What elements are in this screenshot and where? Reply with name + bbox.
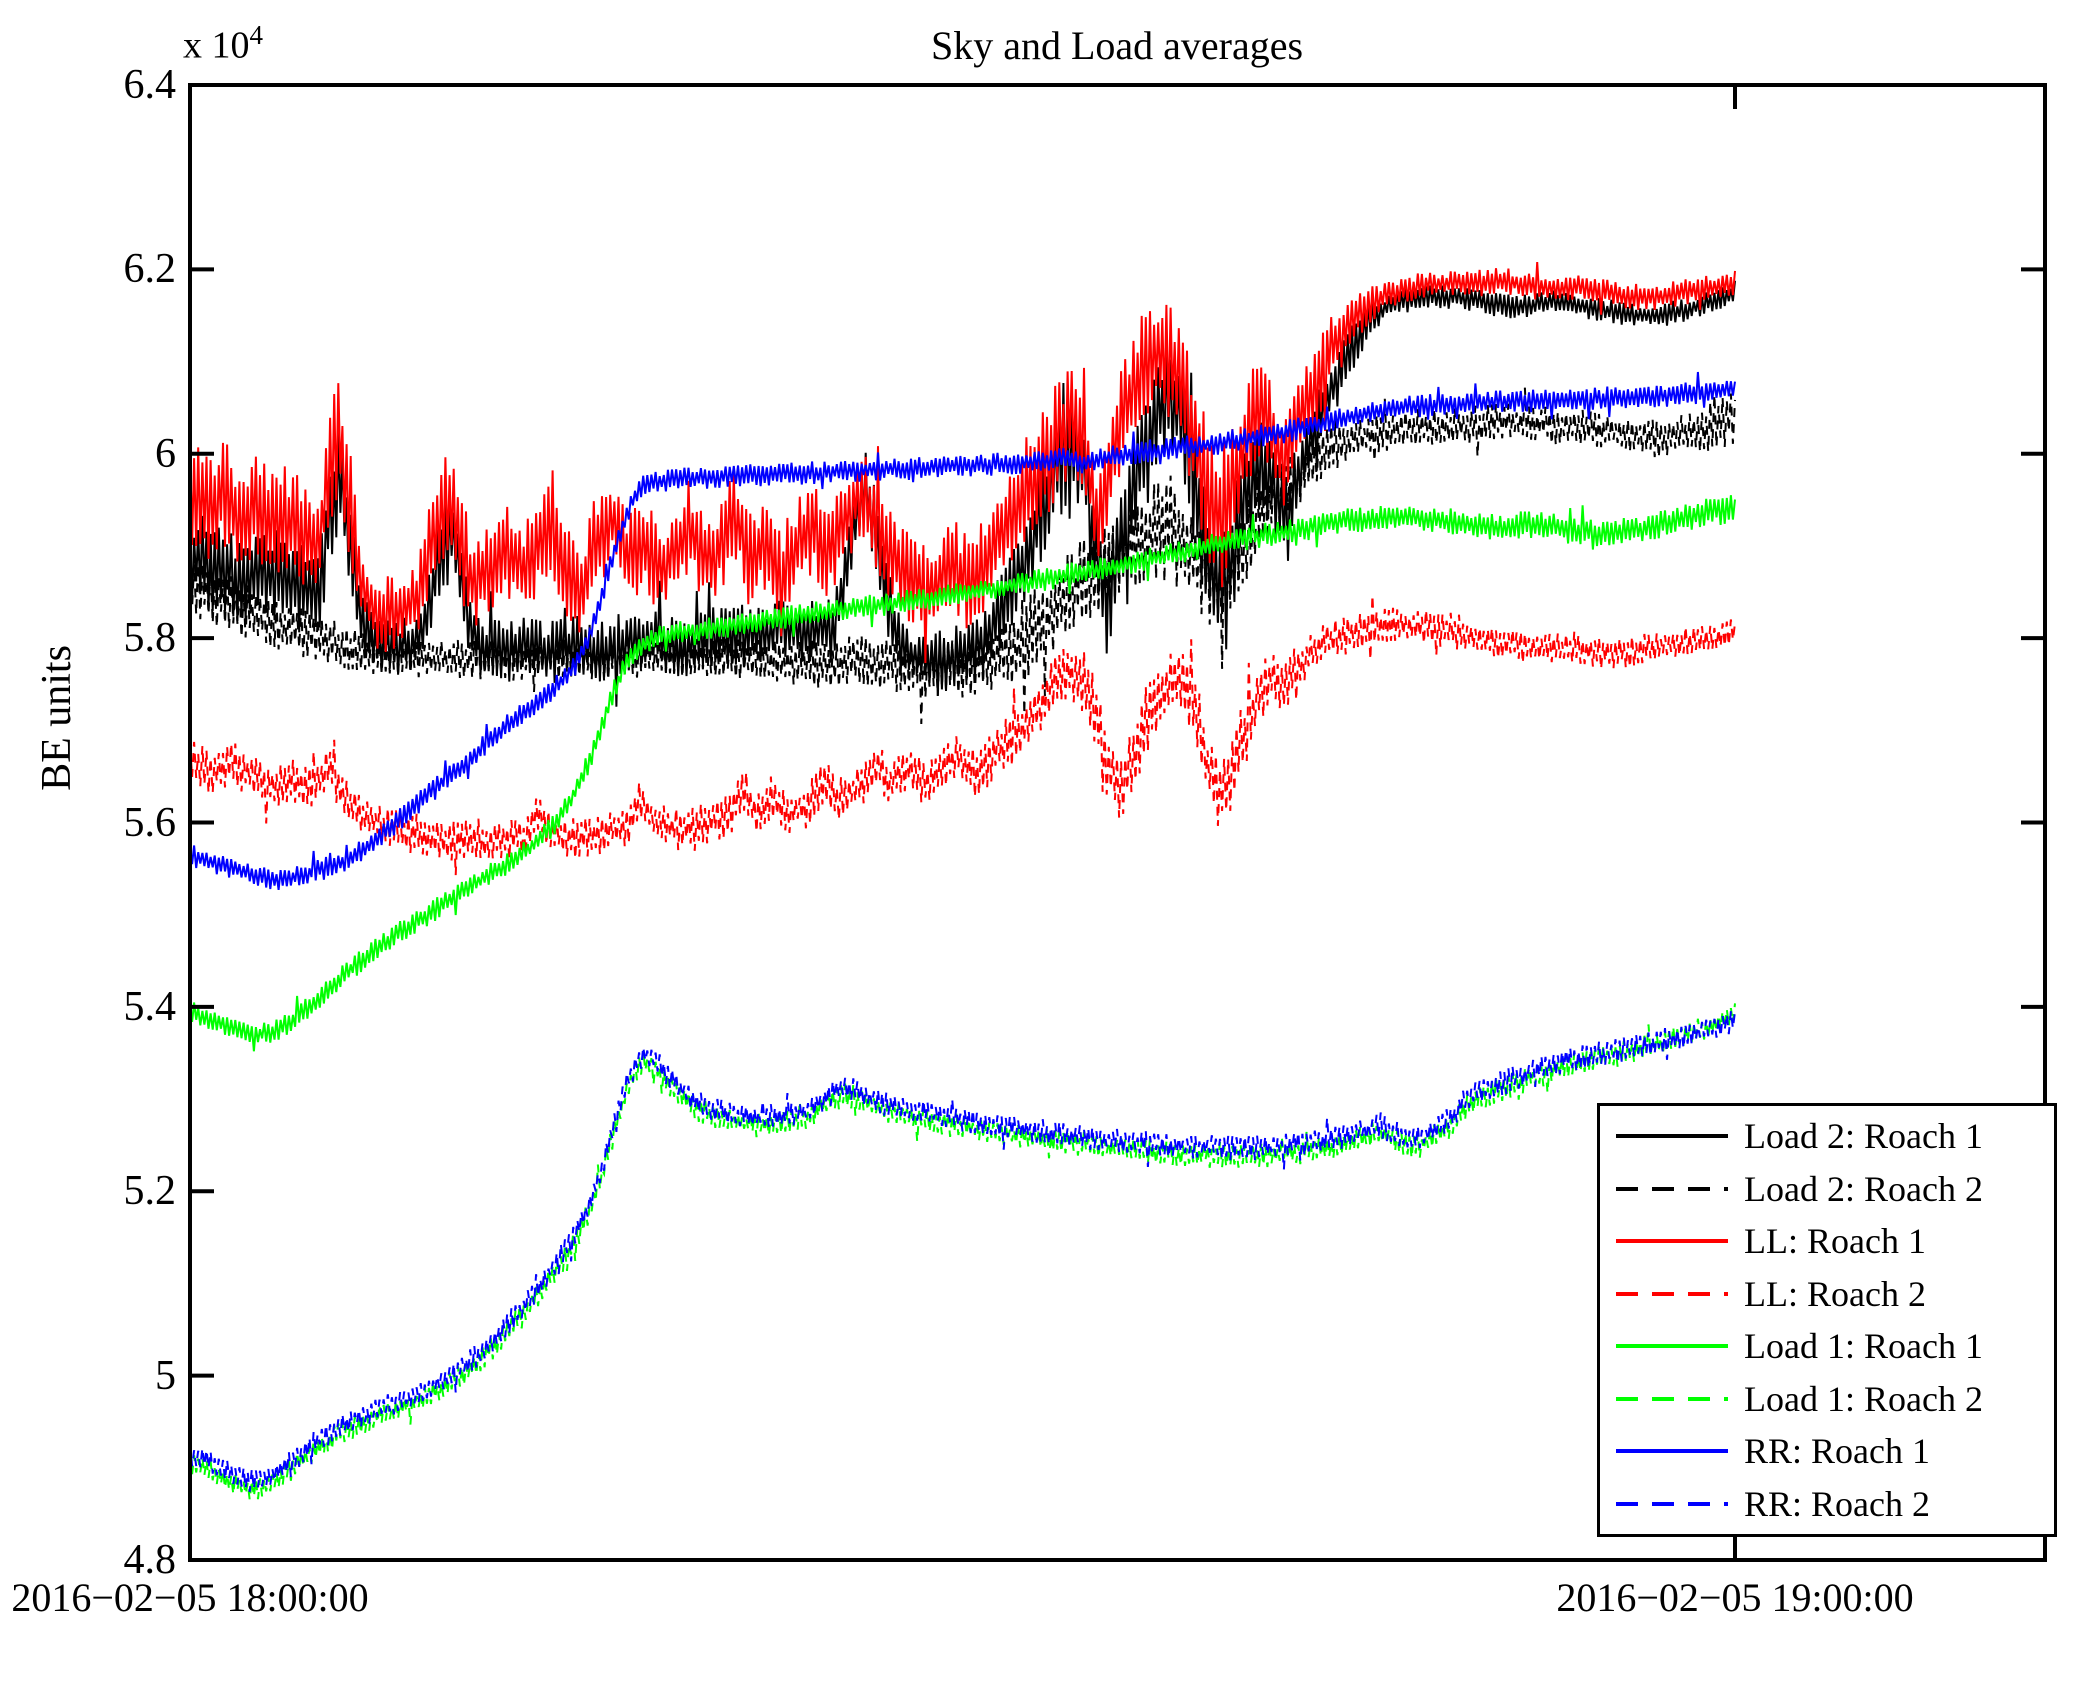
legend-line-sample-solid xyxy=(1616,1239,1728,1244)
y-tick-label-8: 4.8 xyxy=(123,1537,177,1583)
y-tick-label-4: 5.6 xyxy=(123,799,177,846)
y-axis-multiplier-exponent: 4 xyxy=(249,20,264,50)
chart-title: Sky and Load averages xyxy=(930,23,1304,68)
legend-line-sample-solid xyxy=(1616,1134,1728,1139)
legend-label: RR: Roach 2 xyxy=(1744,1483,1930,1524)
legend-label: Load 2: Roach 1 xyxy=(1744,1116,1983,1157)
legend-row-5: Load 1: Roach 2 xyxy=(1600,1374,2054,1424)
legend-line-sample-dashed xyxy=(1616,1291,1728,1296)
series-ll-roach-2 xyxy=(189,595,1736,876)
legend-line-sample-dashed xyxy=(1616,1186,1728,1191)
legend-row-1: Load 2: Roach 2 xyxy=(1600,1164,2054,1214)
x-tick-label-0: 2016−02−05 18:00:00 xyxy=(11,1575,369,1620)
legend-line-sample-solid xyxy=(1616,1344,1728,1349)
series-rr-roach-2 xyxy=(189,1010,1736,1493)
x-tick-label-1: 2016−02−05 19:00:00 xyxy=(1556,1575,1914,1620)
series-load-1-roach-2 xyxy=(189,1003,1736,1500)
legend-line-sample-dashed xyxy=(1616,1501,1728,1506)
y-axis-multiplier: x 104 xyxy=(183,20,263,68)
legend-line-sample-solid xyxy=(1616,1449,1728,1454)
y-tick-label-5: 5.4 xyxy=(123,983,177,1030)
y-axis-multiplier-base: x 10 xyxy=(183,24,250,67)
y-tick-label-7: 5 xyxy=(155,1352,176,1399)
y-tick-label-0: 6.4 xyxy=(123,62,177,108)
legend-row-4: Load 1: Roach 1 xyxy=(1600,1321,2054,1371)
legend-row-7: RR: Roach 2 xyxy=(1600,1479,2054,1529)
legend-row-0: Load 2: Roach 1 xyxy=(1600,1111,2054,1161)
series-load-1-roach-1 xyxy=(189,495,1736,1052)
series-rr-roach-1 xyxy=(189,371,1736,891)
legend-label: Load 1: Roach 2 xyxy=(1744,1378,1983,1419)
legend-line-sample-dashed xyxy=(1616,1396,1728,1401)
legend-label: LL: Roach 1 xyxy=(1744,1221,1926,1262)
legend-label: Load 2: Roach 2 xyxy=(1744,1168,1983,1209)
y-tick-label-1: 6.2 xyxy=(123,246,177,293)
legend-row-2: LL: Roach 1 xyxy=(1600,1216,2054,1266)
series-ll-roach-1 xyxy=(189,261,1736,664)
y-tick-label-3: 5.8 xyxy=(123,615,177,662)
legend-label: RR: Roach 1 xyxy=(1744,1431,1930,1472)
legend-label: Load 1: Roach 1 xyxy=(1744,1326,1983,1367)
legend-row-3: LL: Roach 2 xyxy=(1600,1269,2054,1319)
legend-label: LL: Roach 2 xyxy=(1744,1273,1926,1314)
y-tick-label-6: 5.2 xyxy=(123,1168,177,1215)
y-tick-label-2: 6 xyxy=(155,430,176,477)
legend-row-6: RR: Roach 1 xyxy=(1600,1426,2054,1476)
series-load-2-roach-1 xyxy=(189,280,1736,707)
y-axis-label: BE units xyxy=(34,645,80,791)
legend: Load 2: Roach 1 Load 2: Roach 2 LL: Roach … xyxy=(1597,1103,2057,1537)
series-load-2-roach-2 xyxy=(189,387,1736,725)
